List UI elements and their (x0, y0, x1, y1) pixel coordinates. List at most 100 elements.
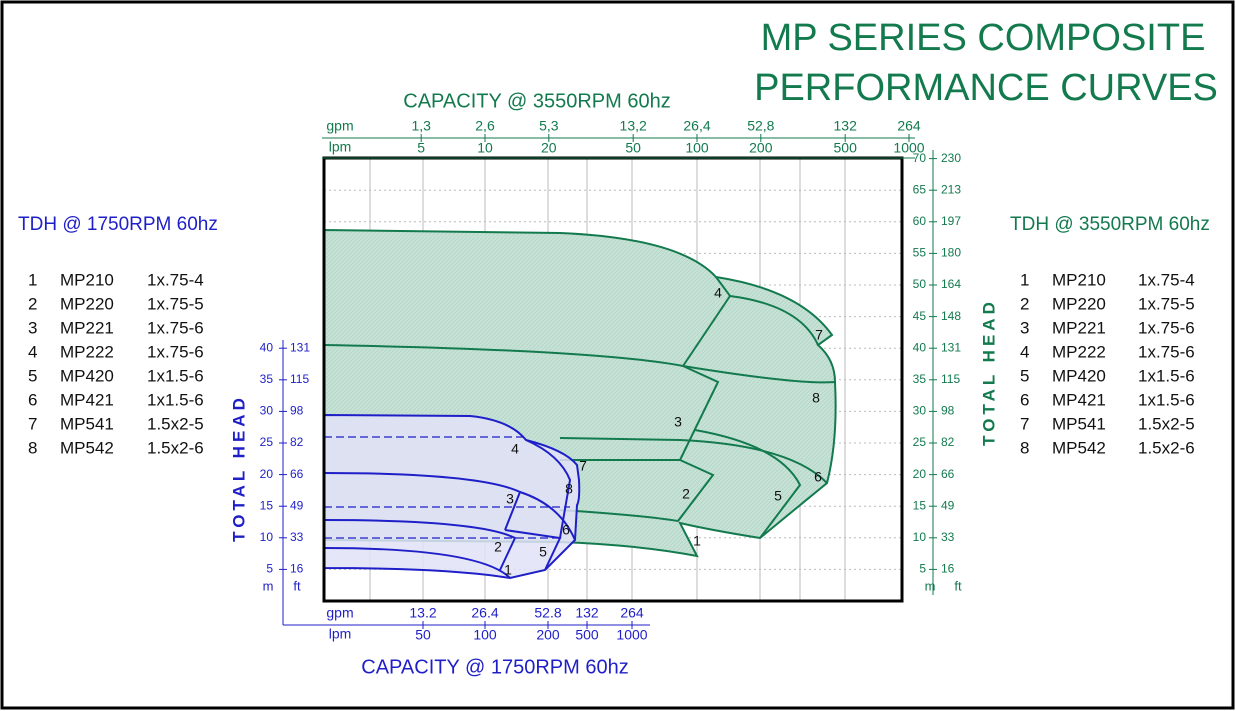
ft-label: ft (954, 578, 962, 593)
legend-number: 2 (1020, 294, 1029, 313)
m-tick-label: 25 (913, 435, 927, 449)
ft-label: ft (293, 578, 301, 593)
gpm-tick-label: 2,6 (475, 118, 495, 134)
m-tick-label: 5 (266, 562, 273, 576)
ft-tick-label: 180 (941, 246, 961, 260)
ft-tick-label: 98 (290, 404, 304, 418)
m-tick-label: 20 (913, 467, 927, 481)
title: MP SERIES COMPOSITE (761, 17, 1206, 59)
legend-model: MP421 (1052, 390, 1106, 409)
m-tick-label: 35 (913, 372, 927, 386)
ft-tick-label: 16 (290, 562, 304, 576)
curve-label: 4 (714, 285, 722, 301)
legend-model: MP420 (1052, 366, 1106, 385)
legend-number: 5 (28, 366, 37, 385)
m-tick-label: 30 (260, 404, 274, 418)
curve-label: 8 (812, 390, 820, 406)
legend-number: 4 (1020, 342, 1029, 361)
lpm-tick-label: 200 (536, 627, 560, 643)
legend-size: 1x.75-6 (1138, 318, 1195, 337)
ft-tick-label: 16 (941, 562, 955, 576)
legend-number: 8 (1020, 438, 1029, 457)
ft-tick-label: 131 (290, 340, 310, 354)
left-axis-title: TOTAL HEAD (229, 394, 248, 542)
legend-number: 7 (1020, 414, 1029, 433)
legend-model: MP541 (60, 414, 114, 433)
lpm-label: lpm (329, 626, 352, 642)
curve-label: 1 (504, 562, 512, 578)
ft-tick-label: 115 (941, 372, 960, 386)
ft-tick-label: 164 (941, 277, 961, 291)
m-tick-label: 15 (260, 498, 274, 512)
ft-tick-label: 131 (941, 340, 961, 354)
legend-model: MP210 (60, 270, 114, 289)
ft-tick-label: 230 (941, 151, 961, 165)
legend-size: 1x.75-5 (147, 294, 204, 313)
lpm-tick-label: 5 (417, 140, 425, 156)
gpm-tick-label: 132 (834, 118, 858, 134)
legend-number: 1 (1020, 270, 1029, 289)
m-tick-label: 55 (913, 246, 927, 260)
curve-label: 6 (814, 469, 822, 485)
lpm-tick-label: 200 (749, 140, 773, 156)
legend-size: 1x1.5-6 (147, 390, 204, 409)
ft-tick-label: 82 (941, 435, 955, 449)
legend-size: 1x1.5-6 (1138, 366, 1195, 385)
legend-size: 1x.75-5 (1138, 294, 1195, 313)
legend-size: 1x.75-6 (147, 342, 204, 361)
m-tick-label: 10 (913, 530, 927, 544)
legend-size: 1x.75-4 (1138, 270, 1195, 289)
gpm-tick-label: 264 (620, 605, 644, 621)
legend-size: 1.5x2-6 (147, 438, 204, 457)
m-tick-label: 50 (913, 277, 927, 291)
gpm-tick-label: 264 (897, 118, 921, 134)
ft-tick-label: 148 (941, 309, 961, 323)
legend-number: 5 (1020, 366, 1029, 385)
legend-title: TDH @ 3550RPM 60hz (1010, 214, 1210, 235)
lpm-tick-label: 50 (625, 140, 641, 156)
curve-label: 3 (674, 414, 682, 430)
ft-tick-label: 197 (941, 214, 961, 228)
gpm-tick-label: 26,4 (683, 118, 710, 134)
legend-model: MP541 (1052, 414, 1106, 433)
ft-tick-label: 66 (290, 467, 304, 481)
gpm-tick-label: 5,3 (539, 118, 559, 134)
lpm-label: lpm (329, 139, 352, 155)
m-tick-label: 25 (260, 435, 274, 449)
curve-label: 5 (539, 544, 547, 560)
m-tick-label: 40 (260, 340, 274, 354)
top-axis-title: CAPACITY @ 3550RPM 60hz (403, 90, 670, 112)
m-tick-label: 10 (260, 530, 274, 544)
title: PERFORMANCE CURVES (754, 67, 1218, 109)
curve-label: 2 (494, 539, 502, 555)
lpm-tick-label: 1000 (616, 627, 647, 643)
curve-label: 2 (682, 486, 690, 502)
lpm-tick-label: 100 (473, 627, 497, 643)
legend-model: MP222 (60, 342, 114, 361)
ft-tick-label: 115 (290, 372, 309, 386)
m-tick-label: 35 (260, 372, 274, 386)
curve-label: 3 (506, 491, 514, 507)
legend-model: MP222 (1052, 342, 1106, 361)
legend-size: 1.5x2-5 (1138, 414, 1195, 433)
legend-size: 1x1.5-6 (1138, 390, 1195, 409)
ft-tick-label: 66 (941, 467, 955, 481)
gpm-label: gpm (326, 605, 353, 621)
legend-size: 1x.75-6 (147, 318, 204, 337)
legend-size: 1.5x2-6 (1138, 438, 1195, 457)
legend-model: MP542 (60, 438, 114, 457)
legend-number: 3 (28, 318, 37, 337)
ft-tick-label: 49 (941, 498, 955, 512)
ft-tick-label: 82 (290, 435, 304, 449)
m-tick-label: 60 (913, 214, 927, 228)
curve-label: 5 (774, 488, 782, 504)
legend-model: MP221 (1052, 318, 1106, 337)
lpm-tick-label: 1000 (893, 140, 924, 156)
gpm-tick-label: 26.4 (471, 605, 498, 621)
legend-number: 6 (1020, 390, 1029, 409)
curve-label: 1 (693, 533, 701, 549)
m-tick-label: 15 (913, 498, 927, 512)
right-axis-title: TOTAL HEAD (979, 298, 998, 446)
gpm-tick-label: 132 (575, 605, 599, 621)
gpm-tick-label: 13,2 (620, 118, 647, 134)
